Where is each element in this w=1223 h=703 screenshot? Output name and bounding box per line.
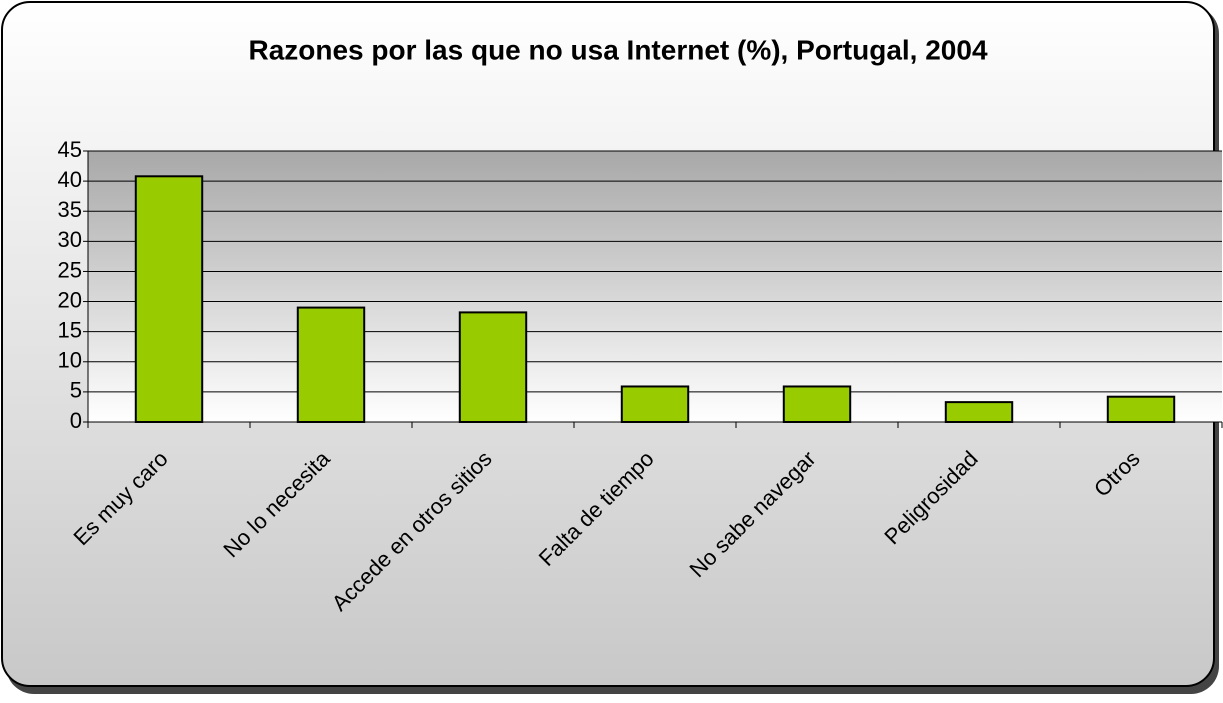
bar <box>944 401 1014 424</box>
y-tick-label: 45 <box>58 137 82 162</box>
y-tick-label: 40 <box>58 167 82 192</box>
plot-area <box>88 151 1222 422</box>
bar <box>620 385 690 424</box>
bar <box>134 175 204 423</box>
y-tick-label: 25 <box>58 257 82 282</box>
y-tick-label: 35 <box>58 197 82 222</box>
y-tick-label: 10 <box>58 348 82 373</box>
y-tick-label: 20 <box>58 287 82 312</box>
y-tick-label: 5 <box>70 378 82 403</box>
bar <box>1106 395 1176 423</box>
y-tick-label: 30 <box>58 227 82 252</box>
bar <box>296 306 366 424</box>
bar <box>458 311 528 424</box>
bar <box>782 385 852 424</box>
chart-title: Razones por las que no usa Internet (%),… <box>248 34 987 65</box>
y-tick-label: 15 <box>58 317 82 342</box>
y-tick-label: 0 <box>70 408 82 433</box>
